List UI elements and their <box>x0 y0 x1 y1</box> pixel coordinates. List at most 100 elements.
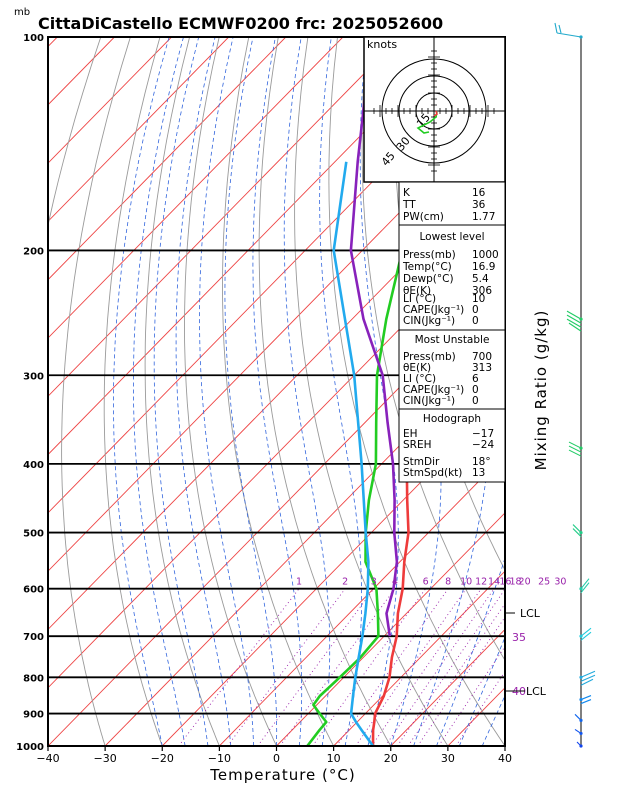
wind-barb-feather <box>574 728 582 734</box>
mixing-ratio-label: 2 <box>342 577 348 588</box>
temperature-tick-label: 40 <box>498 752 512 765</box>
wind-barb-feather <box>568 445 582 453</box>
dry-adiabat-line <box>184 37 277 746</box>
pressure-tick-label: 500 <box>23 529 44 540</box>
dry-adiabat-line <box>604 37 618 746</box>
press-label: Press(mb) <box>403 249 456 261</box>
mu-li-label: LI (°C) <box>403 373 436 385</box>
temperature-tick-label: 10 <box>327 752 341 765</box>
hodograph-trace <box>416 111 438 134</box>
moist-adiabat-line <box>153 37 209 746</box>
wind-barb-feather <box>580 631 592 641</box>
hodograph-ring-30 <box>398 75 470 147</box>
pressure-tick-label: 200 <box>23 246 44 257</box>
lcl-upper-label: LCL <box>520 607 541 620</box>
moist-adiabat-line <box>113 37 170 746</box>
mu-cape-label: CAPE(Jkg⁻¹) <box>403 384 464 396</box>
isotherm-line <box>48 37 172 164</box>
moist-adiabat-line <box>224 37 278 746</box>
eh-label: EH <box>403 428 418 440</box>
mu-press-label: Press(mb) <box>403 351 456 363</box>
mu-press-value: 700 <box>472 351 492 363</box>
stmdir-value: 18° <box>472 456 491 468</box>
mu-cin-label: CIN(Jkg⁻¹) <box>403 395 455 407</box>
wind-barb-feather <box>580 699 592 705</box>
wind-barb-feather <box>568 441 582 449</box>
isotherm-line <box>48 37 115 106</box>
hodograph-ring-45 <box>381 58 487 164</box>
dewp-value: 5.4 <box>472 273 489 285</box>
most-unstable-parcel-profile <box>349 37 399 637</box>
mixing-ratio-label: 12 <box>475 577 487 588</box>
tt-label: TT <box>402 199 416 211</box>
moist-adiabat-line <box>390 37 442 746</box>
pressure-unit-label: mb <box>14 7 30 18</box>
dewp-label: Dewp(°C) <box>403 273 454 285</box>
thetae-value: 306 <box>472 285 492 297</box>
isotherm-line <box>562 37 618 746</box>
mixing-ratio-label: 4 <box>392 577 398 588</box>
mixing-ratio-label: 1 <box>296 577 302 588</box>
moist-adiabat-line <box>175 37 232 746</box>
mu-cape-value: 0 <box>472 384 479 396</box>
stmspd-value: 13 <box>472 467 485 479</box>
cin-label: CIN(Jkg⁻¹) <box>403 315 455 327</box>
dry-adiabat-line <box>361 37 505 662</box>
y-axis-title: Mixing Ratio (g/kg) <box>532 310 550 471</box>
temperature-axis-ticks: −40 −30 −20 −10 0 10 20 30 40 <box>36 746 512 765</box>
mixing-ratio-label: 16 <box>499 577 511 588</box>
sreh-label: SREH <box>403 439 432 451</box>
pw-label: PW(cm) <box>403 211 444 223</box>
press-value: 1000 <box>472 249 499 261</box>
mixing-ratio-line <box>355 588 467 746</box>
pressure-tick-label: 1000 <box>16 742 44 753</box>
temperature-tick-label: 30 <box>441 752 455 765</box>
moist-adiabat-line <box>436 556 505 746</box>
hodograph: knots 15 30 45 <box>363 36 506 183</box>
isotherm-line <box>48 37 401 397</box>
dry-adiabat-line <box>294 37 449 746</box>
mixing-ratio-line <box>407 603 505 746</box>
wind-barb-shaft <box>556 32 582 38</box>
isotherm-line <box>161 395 505 746</box>
wind-barb-feather <box>566 314 582 324</box>
dry-adiabat-line <box>515 37 618 746</box>
mixing-ratio-line <box>455 670 505 746</box>
isotherm-line <box>48 279 505 746</box>
hodograph-unit: knots <box>367 38 397 51</box>
wind-barb-feather <box>574 713 582 721</box>
hodograph-storm-motion <box>433 110 438 117</box>
wind-barb-feather <box>566 310 582 320</box>
parcel-profile <box>332 161 375 746</box>
wind-barb-feather <box>568 449 582 457</box>
isotherm-line <box>48 37 230 223</box>
moist-adiabat-line <box>283 37 331 746</box>
isotherm-line <box>333 570 505 746</box>
temperature-tick-label: −40 <box>36 752 59 765</box>
temperature-tick-label: −30 <box>94 752 117 765</box>
mixing-ratio-label: 8 <box>445 577 451 588</box>
isotherm-line <box>48 220 505 689</box>
wind-barb-feather <box>580 582 590 594</box>
moist-adiabat-line <box>199 37 255 746</box>
wind-barb-feather <box>572 528 582 537</box>
mu-li-value: 6 <box>472 373 479 385</box>
indices-panel: K 16 TT 36 PW(cm) 1.77 Lowest level Pres… <box>398 181 506 483</box>
wind-barb-feather <box>558 24 562 34</box>
pressure-tick-label: 900 <box>23 710 44 721</box>
indices-frame <box>398 181 506 483</box>
moist-adiabat-line <box>133 37 186 746</box>
dewpoint-profile <box>306 40 505 746</box>
stmdir-label: StmDir <box>403 456 440 468</box>
dry-adiabat-line <box>61 37 131 746</box>
mixing-ratio-label: 25 <box>538 577 550 588</box>
wind-barb-feather <box>580 695 592 701</box>
chart-title: CittaDiCastello ECMWF0200 frc: 202505260… <box>38 14 443 33</box>
k-value: 16 <box>472 187 486 199</box>
wind-barb-feather <box>580 627 592 637</box>
isotherm-line <box>48 162 505 631</box>
lowest-level-title: Lowest level <box>419 231 484 243</box>
moist-adiabat-line <box>359 37 399 746</box>
wind-barb-feather <box>568 322 582 332</box>
